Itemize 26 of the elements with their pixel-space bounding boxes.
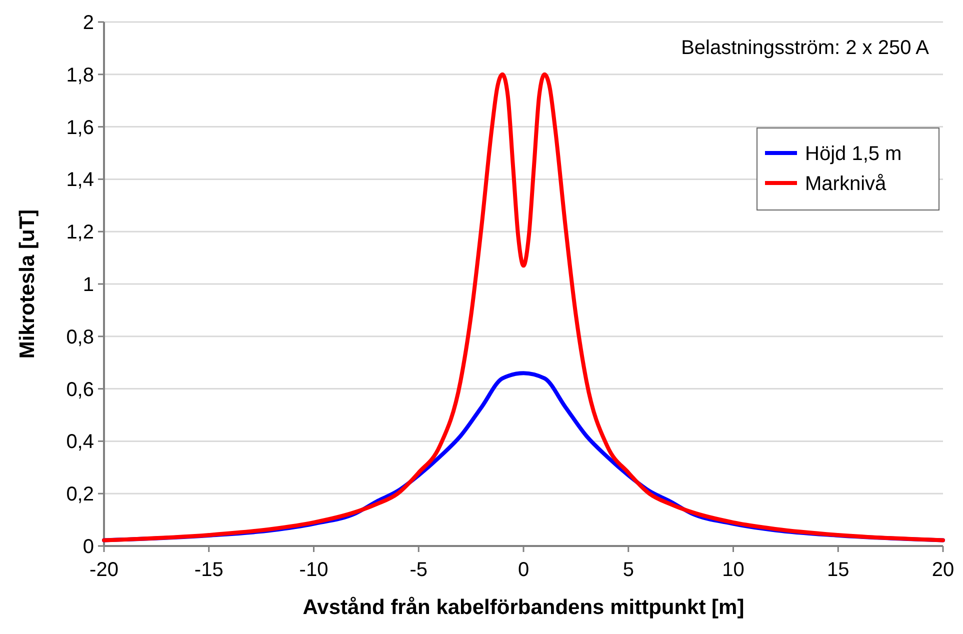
x-tick-label: -5: [410, 559, 428, 581]
y-tick-label: 0,8: [66, 326, 94, 348]
x-tick-label: -20: [90, 559, 118, 581]
x-tick-label: 15: [827, 559, 850, 581]
y-tick-label: 1,4: [66, 169, 94, 192]
y-tick-label: 0,4: [66, 431, 94, 454]
annotation: Belastningsström: 2 x 250 A: [681, 37, 930, 59]
y-tick-label: 0,2: [66, 484, 94, 506]
x-tick-label: -10: [299, 559, 328, 581]
y-tick-label: 1,2: [66, 222, 94, 244]
legend-label: Höjd 1,5 m: [805, 143, 902, 165]
x-axis-title: Avstånd från kabelförbandens mittpunkt [m]: [302, 596, 744, 619]
y-tick-label: 1: [82, 274, 94, 296]
x-tick-label: -15: [194, 559, 224, 581]
y-tick-label: 1,8: [66, 64, 94, 86]
x-tick-label: 5: [622, 559, 634, 581]
legend-label: Marknivå: [805, 173, 888, 195]
x-tick-label: 10: [722, 559, 744, 581]
line-series: [102, 72, 945, 542]
y-axis-title: Mikrotesla [uT]: [16, 209, 39, 359]
y-tick-label: 1,6: [66, 116, 94, 139]
x-tick-label: 20: [932, 559, 954, 581]
x-tick-label: 0: [518, 559, 530, 581]
y-tick-label: 2: [82, 12, 94, 34]
y-tick-label: 0: [82, 536, 94, 558]
y-tick-label: 0,6: [66, 378, 94, 401]
